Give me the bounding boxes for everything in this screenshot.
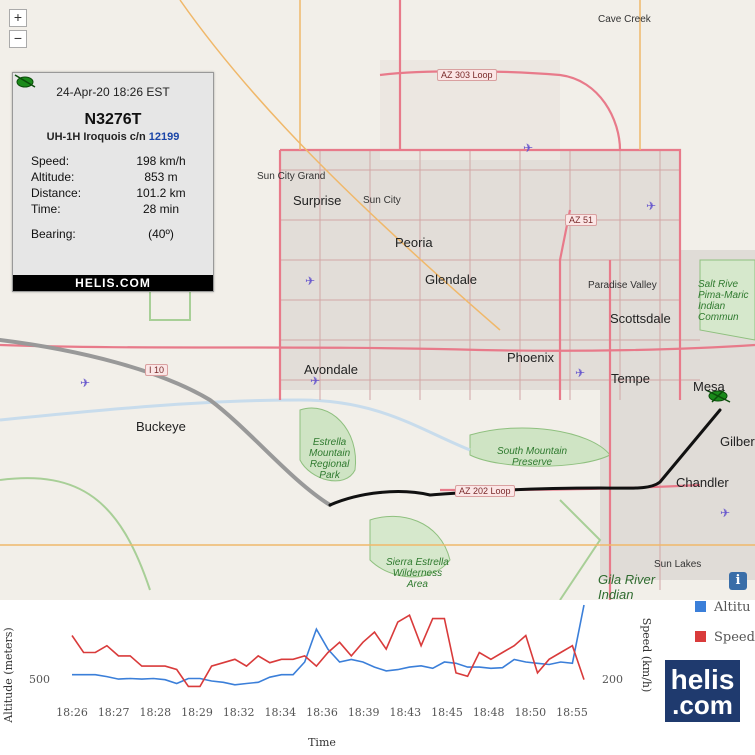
legend-swatch — [695, 631, 706, 642]
map-info-button[interactable]: i — [729, 572, 747, 590]
city-sun-city: Sun City — [363, 195, 401, 206]
svg-text:✈: ✈ — [523, 141, 533, 155]
series-line-altitude — [72, 604, 585, 686]
svg-text:✈: ✈ — [575, 366, 585, 380]
city-surprise: Surprise — [293, 193, 342, 208]
info-stats-table: Speed: 198 km/h Altitude: 853 m Distance: 1… — [14, 74, 203, 242]
park-south-mountain: South Mountain Preserve — [497, 446, 568, 468]
bearing-value: (40º) — [14, 74, 203, 242]
x-tick-label: 18:32 — [223, 706, 255, 719]
city-chandler: Chandler — [676, 475, 729, 490]
speed-label: Speed: — [31, 154, 70, 168]
x-tick-label: 18:48 — [473, 706, 505, 719]
svg-text:✈: ✈ — [310, 374, 320, 388]
map-tiles: ✈ ✈ ✈ ✈ ✈ ✈ ✈ — [0, 0, 755, 600]
x-tick-label: 18:34 — [264, 706, 296, 719]
info-datetime: 24-Apr-20 18:26 EST — [56, 85, 170, 99]
brand-line1: helis — [670, 664, 735, 695]
helicopter-icon — [14, 74, 36, 88]
x-tick-label: 18:43 — [389, 706, 421, 719]
legend-swatch — [695, 601, 706, 612]
map-view[interactable]: ✈ ✈ ✈ ✈ ✈ ✈ ✈ Cave Creek Surprise Sun City Gr… — [0, 0, 755, 600]
city-glendale: Glendale — [425, 272, 478, 287]
city-gilbert: Gilber — [720, 434, 755, 449]
info-registration: N3276T — [84, 111, 142, 128]
altitude-label: Altitude: — [31, 170, 75, 184]
flight-track-earlier — [0, 338, 332, 507]
x-tick-label: 18:50 — [514, 706, 546, 719]
park-gila-river: Gila River Indian — [598, 572, 656, 600]
chart-svg: 18:26 18:27 18:28 18:29 18:32 18:34 18:36 18:39… — [2, 600, 755, 749]
city-phoenix: Phoenix — [507, 350, 554, 365]
x-tick-label: 18:26 — [56, 706, 88, 719]
road-az303: AZ 303 Loop — [437, 69, 497, 81]
helis-logo[interactable]: helis .com — [665, 660, 740, 722]
flight-profile-chart: 18:26 18:27 18:28 18:29 18:32 18:34 18:36 18:39… — [0, 600, 755, 750]
park-salt-river: Salt Rive Pima-Maric Indian Commun — [698, 279, 749, 323]
distance-label: Distance: — [31, 186, 82, 200]
svg-text:✈: ✈ — [720, 506, 730, 520]
left-axis-title: Altitude (meters) — [2, 627, 15, 723]
brand-line2: .com — [672, 690, 733, 720]
x-tick-label: 18:28 — [139, 706, 171, 719]
road-i10: I 10 — [145, 364, 169, 376]
city-tempe: Tempe — [611, 371, 651, 386]
time-value: 28 min — [142, 202, 180, 216]
right-axis-tick: 200 — [602, 673, 623, 686]
right-axis-title: Speed (km/h) — [640, 618, 653, 693]
info-cn-link[interactable]: 12199 — [148, 131, 180, 143]
x-axis-title: Time — [308, 736, 336, 749]
x-tick-label: 18:36 — [306, 706, 338, 719]
zoom-out-button[interactable]: − — [9, 30, 27, 48]
city-paradise-valley: Paradise Valley — [588, 280, 657, 291]
svg-text:✈: ✈ — [305, 274, 315, 288]
city-scottsdale: Scottsdale — [610, 311, 671, 326]
legend-label: Altitu — [713, 600, 751, 615]
city-sun-lakes: Sun Lakes — [654, 559, 702, 570]
city-cave-creek: Cave Creek — [598, 14, 651, 25]
aircraft-marker[interactable] — [705, 389, 731, 403]
svg-text:✈: ✈ — [646, 199, 656, 213]
x-tick-label: 18:39 — [348, 706, 380, 719]
x-tick-label: 18:29 — [181, 706, 213, 719]
park-sierra-estrella: Sierra Estrella Wilderness Area — [386, 557, 449, 590]
road-az51: AZ 51 — [565, 214, 598, 226]
city-mesa: Mesa — [693, 379, 725, 394]
time-label: Time: — [31, 202, 61, 216]
zoom-in-button[interactable]: + — [9, 9, 27, 27]
city-sun-city-grand: Sun City Grand — [257, 171, 326, 182]
left-axis-tick: 500 — [29, 673, 50, 686]
info-type-text: UH-1H Iroquois c/n — [46, 131, 149, 143]
legend-label: Speed — [714, 630, 755, 645]
altitude-value: 853 m — [144, 170, 178, 184]
city-avondale: Avondale — [304, 362, 358, 377]
park-estrella: Estrella Mountain Regional Park — [309, 437, 351, 481]
city-peoria: Peoria — [395, 235, 433, 250]
x-tick-label: 18:45 — [431, 706, 463, 719]
distance-value: 101.2 km — [136, 186, 186, 200]
bearing-label: Bearing: — [31, 227, 76, 241]
x-tick-label: 18:55 — [556, 706, 588, 719]
x-tick-label: 18:27 — [98, 706, 130, 719]
bearing-degrees: (40º) — [148, 227, 174, 241]
series-line-speed — [71, 614, 585, 688]
city-buckeye: Buckeye — [136, 419, 186, 434]
flight-info-panel: 24-Apr-20 18:26 EST N3276T UH-1H Iroquoi… — [12, 72, 214, 292]
road-az202: AZ 202 Loop — [455, 485, 515, 497]
info-aircraft-type: UH-1H Iroquois c/n 12199 — [13, 131, 213, 143]
info-footer: HELIS.COM — [13, 275, 213, 291]
svg-text:✈: ✈ — [80, 376, 90, 390]
speed-value: 198 km/h — [136, 154, 186, 168]
